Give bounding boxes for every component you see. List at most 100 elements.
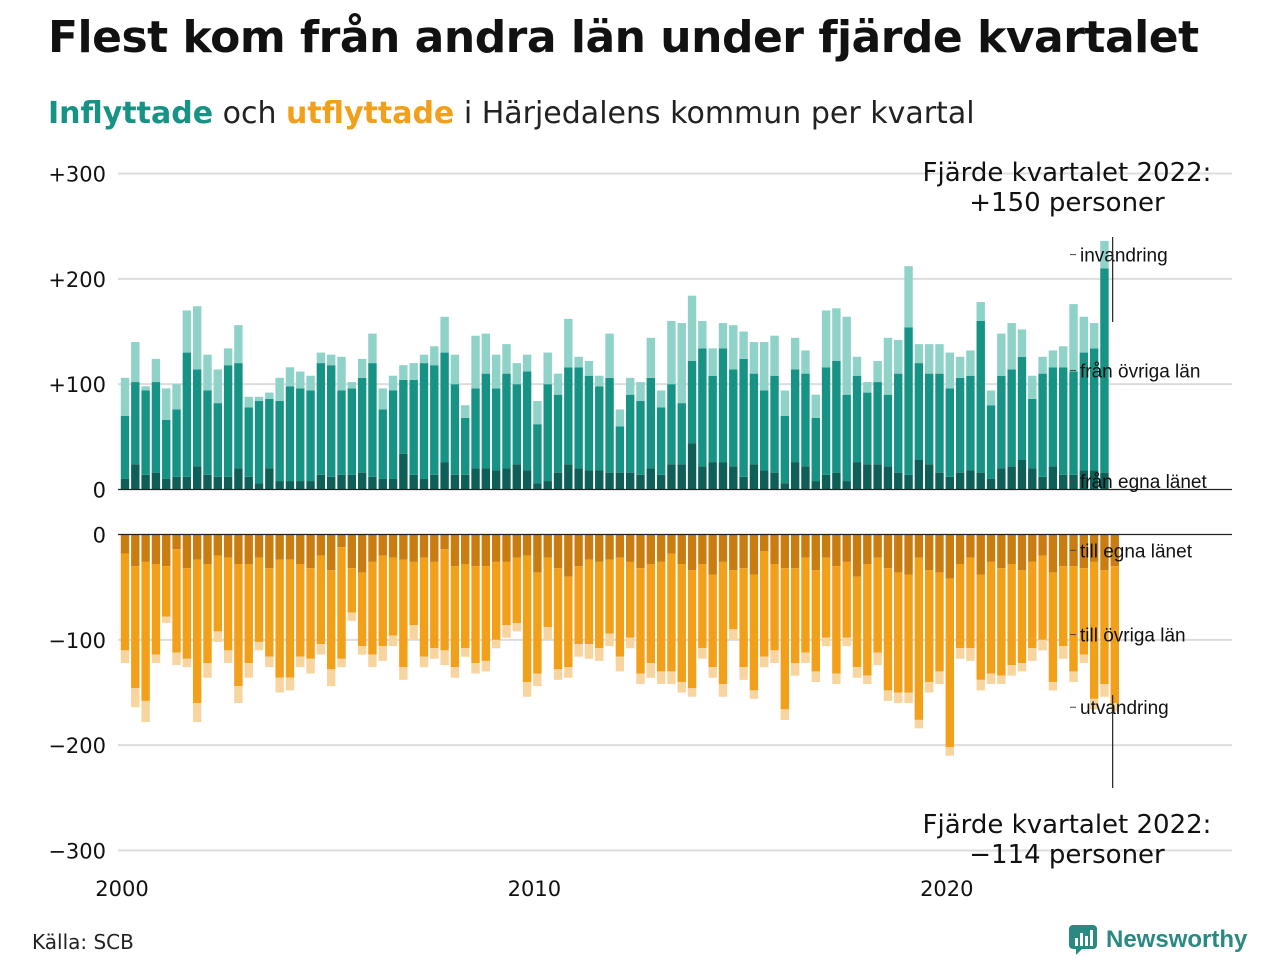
bar-in_ovriga bbox=[162, 419, 171, 479]
bar-out_utvandring bbox=[368, 654, 377, 668]
bar-in_invandring bbox=[605, 333, 614, 378]
bar-in_egna bbox=[306, 481, 315, 490]
bar-out_ovriga bbox=[924, 570, 934, 682]
bar-out_egna bbox=[172, 534, 181, 550]
bar-in_invandring bbox=[419, 354, 429, 364]
bar-out_egna bbox=[749, 534, 759, 575]
bar-out_utvandring bbox=[945, 747, 954, 756]
bar-in_invandring bbox=[625, 377, 635, 395]
bar-out_ovriga bbox=[904, 574, 913, 693]
bar-in_ovriga bbox=[677, 403, 686, 465]
bar-out_utvandring bbox=[687, 688, 697, 697]
bar-out_ovriga bbox=[873, 557, 882, 653]
bar-in_invandring bbox=[966, 350, 975, 376]
bar-in_egna bbox=[924, 464, 934, 490]
bar-out_egna bbox=[491, 534, 501, 562]
segment-label-out_utvandring: utvandring bbox=[1080, 698, 1169, 719]
bar-in_ovriga bbox=[316, 363, 326, 475]
bar-in_ovriga bbox=[285, 386, 295, 482]
bar-out_utvandring bbox=[265, 656, 274, 668]
bar-in_egna bbox=[1079, 470, 1089, 490]
bar-out_ovriga bbox=[471, 566, 480, 664]
bar-out_utvandring bbox=[471, 663, 480, 674]
bar-out_utvandring bbox=[677, 681, 686, 693]
bar-in_ovriga bbox=[522, 371, 532, 471]
chart-title: Flest kom från andra län under fjärde kv… bbox=[48, 12, 1199, 63]
bar-in_egna bbox=[409, 474, 418, 490]
bar-in_egna bbox=[337, 474, 346, 490]
bar-out_utvandring bbox=[873, 652, 882, 666]
bar-out_egna bbox=[461, 534, 470, 564]
bar-in_invandring bbox=[172, 384, 181, 410]
bar-in_egna bbox=[770, 472, 779, 490]
bar-out_ovriga bbox=[760, 551, 769, 657]
bar-in_invandring bbox=[120, 377, 130, 416]
bar-out_ovriga bbox=[296, 563, 305, 657]
subtitle-out-word: utflyttade bbox=[286, 96, 455, 131]
bar-out_ovriga bbox=[605, 559, 614, 634]
bar-out_utvandring bbox=[574, 644, 583, 657]
bar-in_ovriga bbox=[739, 358, 748, 477]
bar-out_utvandring bbox=[749, 690, 759, 699]
bar-out_utvandring bbox=[1028, 648, 1037, 661]
bar-in_ovriga bbox=[120, 415, 130, 479]
bar-in_invandring bbox=[430, 346, 439, 366]
bar-in_invandring bbox=[244, 396, 253, 408]
bar-out_utvandring bbox=[151, 654, 161, 664]
brand-name: Newsworthy bbox=[1106, 926, 1248, 953]
bar-in_ovriga bbox=[1048, 367, 1058, 467]
bar-in_ovriga bbox=[368, 363, 377, 477]
bar-out_utvandring bbox=[708, 667, 717, 678]
x-tick-label: 2010 bbox=[508, 877, 561, 901]
bar-in_egna bbox=[656, 474, 666, 490]
bar-in_ovriga bbox=[213, 403, 222, 477]
bar-out_ovriga bbox=[337, 547, 346, 659]
bar-in_invandring bbox=[461, 405, 470, 418]
bar-out_utvandring bbox=[337, 658, 346, 668]
bar-out_ovriga bbox=[615, 557, 625, 657]
bar-in_invandring bbox=[729, 325, 738, 370]
bar-in_invandring bbox=[234, 325, 243, 364]
bar-in_egna bbox=[430, 474, 439, 490]
bar-out_utvandring bbox=[388, 635, 398, 647]
bar-out_ovriga bbox=[491, 561, 501, 640]
bar-out_ovriga bbox=[1028, 561, 1037, 649]
bar-in_ovriga bbox=[780, 415, 790, 484]
chart-subtitle: Inflyttade och utflyttade i Härjedalens … bbox=[48, 96, 975, 131]
bar-out_utvandring bbox=[1089, 698, 1099, 710]
bar-in_invandring bbox=[265, 392, 274, 399]
bar-out_ovriga bbox=[553, 568, 563, 670]
bar-in_egna bbox=[955, 472, 965, 490]
bar-out_egna bbox=[625, 534, 635, 562]
bar-out_egna bbox=[182, 534, 192, 569]
bar-out_egna bbox=[966, 534, 975, 558]
bar-in_ovriga bbox=[667, 384, 676, 465]
bar-in_invandring bbox=[162, 388, 171, 420]
bar-in_egna bbox=[584, 470, 594, 490]
bar-out_utvandring bbox=[790, 663, 800, 676]
y-tick-label: −300 bbox=[48, 840, 106, 864]
bar-out_ovriga bbox=[388, 557, 398, 636]
x-tick-label: 2020 bbox=[920, 877, 973, 901]
bar-out_egna bbox=[1017, 534, 1027, 571]
bar-out_egna bbox=[852, 534, 862, 577]
bar-out_ovriga bbox=[1017, 570, 1027, 664]
segment-label-in_invandring: invandring bbox=[1080, 246, 1168, 267]
bar-in_egna bbox=[502, 468, 511, 490]
bar-out_ovriga bbox=[378, 555, 387, 647]
bar-in_ovriga bbox=[203, 390, 212, 475]
bar-in_invandring bbox=[399, 365, 408, 380]
bar-out_utvandring bbox=[234, 686, 243, 704]
bar-out_utvandring bbox=[955, 648, 965, 659]
bar-out_ovriga bbox=[120, 553, 130, 651]
bar-out_ovriga bbox=[842, 561, 851, 638]
bar-in_ovriga bbox=[337, 390, 346, 475]
bar-in_egna bbox=[935, 472, 944, 490]
segment-label-in_egna: från egna länet bbox=[1080, 472, 1207, 493]
annotation-lower-line2: −114 personer bbox=[969, 840, 1165, 870]
bar-out_ovriga bbox=[1100, 570, 1109, 685]
bar-in_egna bbox=[471, 468, 480, 490]
bar-in_ovriga bbox=[1079, 352, 1089, 471]
bar-out_utvandring bbox=[182, 658, 192, 668]
bar-out_egna bbox=[1100, 534, 1109, 571]
